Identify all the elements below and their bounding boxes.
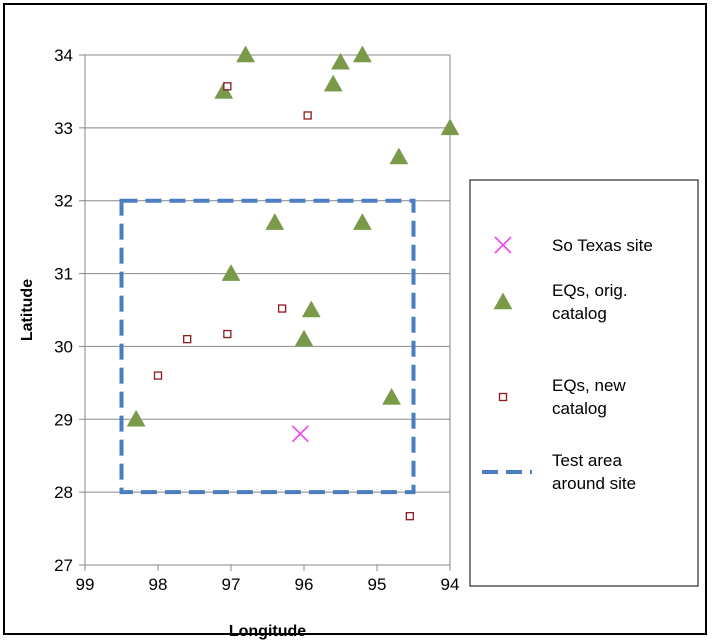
- y-tick-label: 31: [54, 265, 73, 284]
- legend-site-marker: [494, 236, 512, 254]
- y-tick-label: 28: [54, 483, 73, 502]
- legend-label: catalog: [552, 304, 607, 323]
- orig-catalog-point: [236, 45, 256, 63]
- x-tick-label: 94: [441, 575, 460, 594]
- x-axis-title: Longitude: [229, 623, 306, 640]
- orig-catalog-point: [126, 409, 146, 427]
- new-catalog-point: [405, 512, 415, 521]
- legend-site-marker-stroke: [494, 236, 512, 254]
- legend-label: EQs, orig.: [552, 281, 628, 300]
- orig-catalog-point: [294, 329, 314, 347]
- legend-label: EQs, new: [552, 376, 626, 395]
- new-catalog-point: [223, 329, 232, 339]
- orig-catalog-point: [389, 147, 409, 165]
- x-tick-label: 99: [76, 575, 95, 594]
- orig-catalog-point: [440, 118, 460, 136]
- new-catalog-point: [303, 111, 312, 120]
- legend-new-marker: [498, 392, 508, 402]
- data-points: [126, 45, 460, 521]
- y-tick-label: 27: [54, 556, 73, 575]
- orig-catalog-point: [352, 45, 372, 63]
- new-catalog-point: [183, 334, 192, 344]
- x-tick-label: 95: [368, 575, 387, 594]
- orig-catalog-point: [352, 213, 372, 230]
- y-tick-label: 33: [54, 119, 73, 138]
- orig-catalog-point: [221, 264, 241, 281]
- legend-orig-marker: [493, 292, 513, 310]
- orig-catalog-point: [323, 74, 343, 92]
- plot-area-border: [84, 54, 451, 566]
- orig-catalog-point: [382, 387, 402, 405]
- y-axis-title: Latitude: [19, 279, 36, 341]
- x-tick-label: 98: [149, 575, 168, 594]
- legend-box: [469, 179, 699, 587]
- new-catalog-point: [277, 304, 287, 313]
- orig-catalog-point: [301, 300, 321, 318]
- test-area-rectangle: [119, 198, 416, 495]
- y-tick-label: 30: [54, 337, 73, 356]
- orig-catalog-point: [331, 52, 350, 70]
- test-area-layer: [119, 198, 416, 495]
- legend: So Texas site EQs, orig. catalog EQs, new ca…: [469, 179, 699, 587]
- legend-label: around site: [552, 474, 636, 493]
- orig-catalog-point: [265, 213, 285, 230]
- gridlines: [85, 54, 450, 566]
- tick-labels: 27 28 29 30 31 32 33 34 99 98 97 96 95 94: [54, 46, 459, 594]
- new-catalog-point: [223, 82, 232, 91]
- x-tick-label: 97: [222, 575, 241, 594]
- legend-label: catalog: [552, 399, 607, 418]
- site-point-stroke: [291, 425, 309, 443]
- legend-label: So Texas site: [552, 236, 653, 255]
- x-tick-label: 96: [295, 575, 314, 594]
- legend-label: Test area: [552, 451, 622, 470]
- site-point: [291, 425, 309, 443]
- y-tick-label: 32: [54, 192, 73, 211]
- y-tick-label: 34: [54, 46, 73, 65]
- y-tick-label: 29: [54, 410, 73, 429]
- new-catalog-point: [153, 371, 163, 380]
